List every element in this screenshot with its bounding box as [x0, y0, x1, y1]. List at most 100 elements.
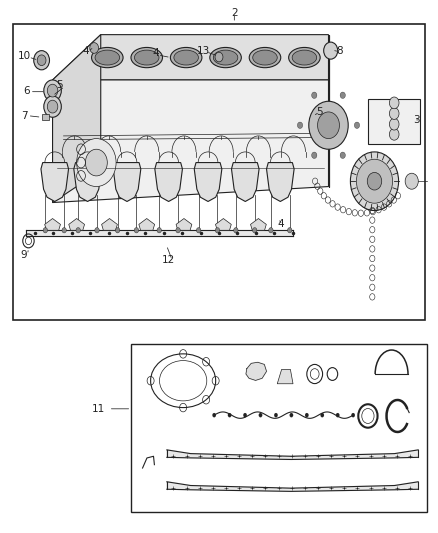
Circle shape: [157, 228, 161, 233]
Text: 7: 7: [21, 111, 28, 120]
Circle shape: [389, 97, 399, 109]
Polygon shape: [266, 163, 294, 201]
Circle shape: [309, 101, 348, 149]
Ellipse shape: [134, 50, 159, 65]
Polygon shape: [277, 369, 293, 384]
Circle shape: [244, 413, 247, 417]
Circle shape: [389, 128, 399, 140]
Circle shape: [336, 413, 339, 417]
Circle shape: [318, 112, 339, 139]
Polygon shape: [45, 219, 60, 230]
Polygon shape: [155, 163, 183, 201]
Text: 10: 10: [18, 51, 31, 61]
Polygon shape: [53, 35, 101, 203]
Text: 11: 11: [92, 404, 105, 414]
Circle shape: [274, 413, 278, 417]
Circle shape: [176, 228, 180, 233]
Text: 8: 8: [336, 46, 343, 55]
Ellipse shape: [131, 47, 162, 68]
Circle shape: [215, 228, 219, 233]
Circle shape: [228, 413, 231, 417]
Circle shape: [268, 228, 273, 233]
Polygon shape: [113, 163, 141, 201]
Circle shape: [85, 149, 107, 176]
Text: 6: 6: [23, 86, 30, 95]
Circle shape: [311, 152, 317, 158]
Bar: [42, 114, 49, 120]
Circle shape: [90, 43, 99, 53]
Circle shape: [357, 159, 392, 203]
Ellipse shape: [249, 47, 281, 68]
Circle shape: [215, 52, 223, 62]
Polygon shape: [69, 219, 85, 230]
Circle shape: [134, 228, 138, 233]
Circle shape: [340, 92, 346, 99]
Ellipse shape: [292, 50, 317, 65]
Circle shape: [311, 92, 317, 99]
Ellipse shape: [289, 47, 320, 68]
Circle shape: [62, 228, 67, 233]
Text: 9: 9: [21, 250, 28, 260]
Polygon shape: [167, 482, 418, 491]
Polygon shape: [41, 163, 68, 201]
Text: 4: 4: [82, 46, 89, 55]
Circle shape: [297, 122, 303, 128]
Circle shape: [77, 139, 116, 187]
Circle shape: [305, 413, 309, 417]
Polygon shape: [368, 99, 420, 144]
Ellipse shape: [92, 47, 123, 68]
Circle shape: [34, 51, 49, 70]
Text: 2: 2: [231, 9, 238, 18]
Circle shape: [47, 84, 58, 97]
Text: 5: 5: [316, 107, 323, 117]
Polygon shape: [74, 163, 102, 201]
Circle shape: [324, 42, 338, 59]
Text: 13: 13: [197, 46, 210, 55]
Circle shape: [44, 80, 61, 101]
Polygon shape: [26, 230, 293, 236]
Circle shape: [290, 413, 293, 417]
Polygon shape: [176, 219, 192, 230]
Circle shape: [405, 173, 418, 189]
Circle shape: [351, 413, 355, 417]
Circle shape: [95, 228, 99, 233]
Text: 12: 12: [162, 255, 175, 265]
Polygon shape: [251, 219, 266, 230]
Circle shape: [389, 118, 399, 130]
Polygon shape: [167, 450, 418, 459]
Ellipse shape: [213, 50, 238, 65]
Circle shape: [259, 413, 262, 417]
Polygon shape: [53, 35, 328, 80]
Ellipse shape: [174, 50, 198, 65]
Circle shape: [354, 122, 360, 128]
Circle shape: [47, 100, 58, 113]
Ellipse shape: [170, 47, 202, 68]
Circle shape: [76, 228, 81, 233]
Polygon shape: [215, 219, 231, 230]
Circle shape: [321, 413, 324, 417]
Circle shape: [252, 228, 257, 233]
Circle shape: [389, 108, 399, 119]
Polygon shape: [194, 163, 222, 201]
Polygon shape: [102, 219, 117, 230]
Circle shape: [350, 152, 399, 211]
Polygon shape: [53, 80, 328, 203]
Circle shape: [115, 228, 120, 233]
Ellipse shape: [253, 50, 277, 65]
Ellipse shape: [210, 47, 241, 68]
Text: 4: 4: [277, 219, 284, 229]
Text: 3: 3: [413, 115, 420, 125]
Circle shape: [367, 172, 381, 190]
Polygon shape: [232, 163, 259, 201]
Polygon shape: [139, 219, 155, 230]
Ellipse shape: [95, 50, 120, 65]
Circle shape: [234, 228, 238, 233]
Text: 5: 5: [56, 80, 63, 90]
Circle shape: [212, 413, 216, 417]
Text: 4: 4: [152, 49, 159, 58]
Circle shape: [37, 55, 46, 66]
Circle shape: [340, 152, 346, 158]
Circle shape: [287, 228, 292, 233]
Circle shape: [196, 228, 201, 233]
Circle shape: [44, 96, 61, 117]
